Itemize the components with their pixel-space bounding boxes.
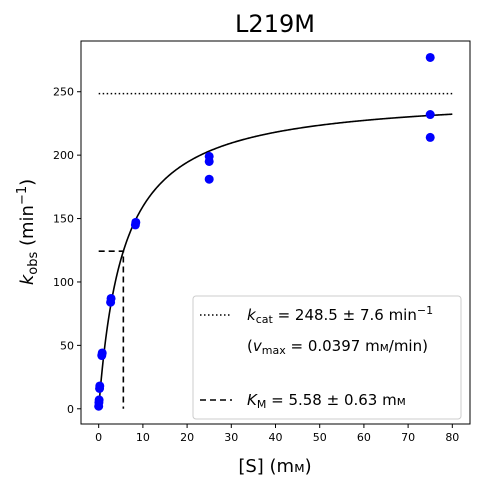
x-tick-label-0: 0 — [95, 431, 102, 444]
x-tick-label-30: 30 — [224, 431, 238, 444]
data-point-8 — [106, 293, 116, 303]
x-tick-label-80: 80 — [445, 431, 459, 444]
legend: kcat = 248.5 ± 7.6 min−1 (vmax = 0.0397 … — [192, 295, 462, 420]
legend-km-sub: M — [257, 398, 267, 411]
legend-km-symbol: K — [247, 391, 258, 409]
chart-title: L219M — [235, 10, 315, 38]
legend-km-value: = 5.58 ± 0.63 m — [266, 391, 396, 409]
x-axis-label: [S] (mм) — [238, 456, 311, 477]
legend-box — [192, 295, 462, 420]
x-tick-label-10: 10 — [136, 431, 150, 444]
data-point-4 — [95, 381, 105, 391]
x-axis-label-unit: м — [294, 460, 305, 476]
legend-kcat-text: kcat = 248.5 ± 7.6 min−1 — [247, 304, 433, 326]
legend-vmax-close: /min) — [389, 337, 428, 355]
y-axis-label-k: k — [17, 273, 38, 285]
michaelis-menten-fit-curve — [97, 113, 453, 409]
y-tick-label-0: 0 — [67, 403, 74, 416]
y-axis-label-mid: (min — [17, 205, 38, 252]
y-axis-label: kobs (min−1) — [15, 179, 41, 285]
data-point-14 — [425, 132, 435, 142]
x-tick-label-60: 60 — [357, 431, 371, 444]
legend-vmax-symbol: v — [253, 337, 263, 355]
x-tick-label-50: 50 — [313, 431, 327, 444]
x-tick-label-70: 70 — [401, 431, 415, 444]
legend-vmax-open: ( — [247, 337, 253, 355]
y-tick-label-50: 50 — [60, 339, 74, 352]
legend-km-unit: м — [397, 394, 406, 408]
y-tick-label-200: 200 — [53, 149, 74, 162]
data-point-11 — [204, 174, 214, 184]
data-point-16 — [425, 52, 435, 62]
legend-vmax-sub: max — [262, 344, 286, 357]
data-point-13 — [204, 151, 214, 161]
x-axis-ticks: 0 10 20 30 40 50 60 70 80 — [95, 424, 459, 444]
data-point-10 — [131, 217, 141, 227]
y-tick-label-250: 250 — [53, 86, 74, 99]
y-axis-label-sub: obs — [26, 252, 41, 275]
x-axis-label-main: [S] (m — [238, 456, 294, 477]
x-tick-label-20: 20 — [180, 431, 194, 444]
x-axis-label-close: ) — [305, 456, 312, 477]
legend-kcat-symbol: k — [247, 306, 257, 324]
legend-vmax-unit: м — [380, 340, 389, 354]
data-points — [94, 52, 435, 411]
legend-vmax-value: = 0.0397 m — [286, 337, 380, 355]
data-point-2 — [94, 395, 104, 405]
y-axis-label-close: ) — [17, 179, 38, 186]
legend-kcat-sub: cat — [256, 313, 274, 326]
legend-km-text: KM = 5.58 ± 0.63 mм — [247, 391, 406, 411]
legend-kcat-sup: −1 — [417, 304, 433, 317]
data-point-15 — [425, 110, 435, 120]
y-axis-ticks: 0 50 100 150 200 250 — [53, 86, 81, 416]
legend-kcat-value: = 248.5 ± 7.6 min — [273, 306, 417, 324]
x-tick-label-40: 40 — [269, 431, 283, 444]
data-point-6 — [97, 348, 107, 358]
y-tick-label-150: 150 — [53, 213, 74, 226]
legend-vmax-text: (vmax = 0.0397 mм/min) — [247, 337, 428, 357]
y-axis-label-sup: −1 — [15, 186, 30, 205]
y-tick-label-100: 100 — [53, 276, 74, 289]
